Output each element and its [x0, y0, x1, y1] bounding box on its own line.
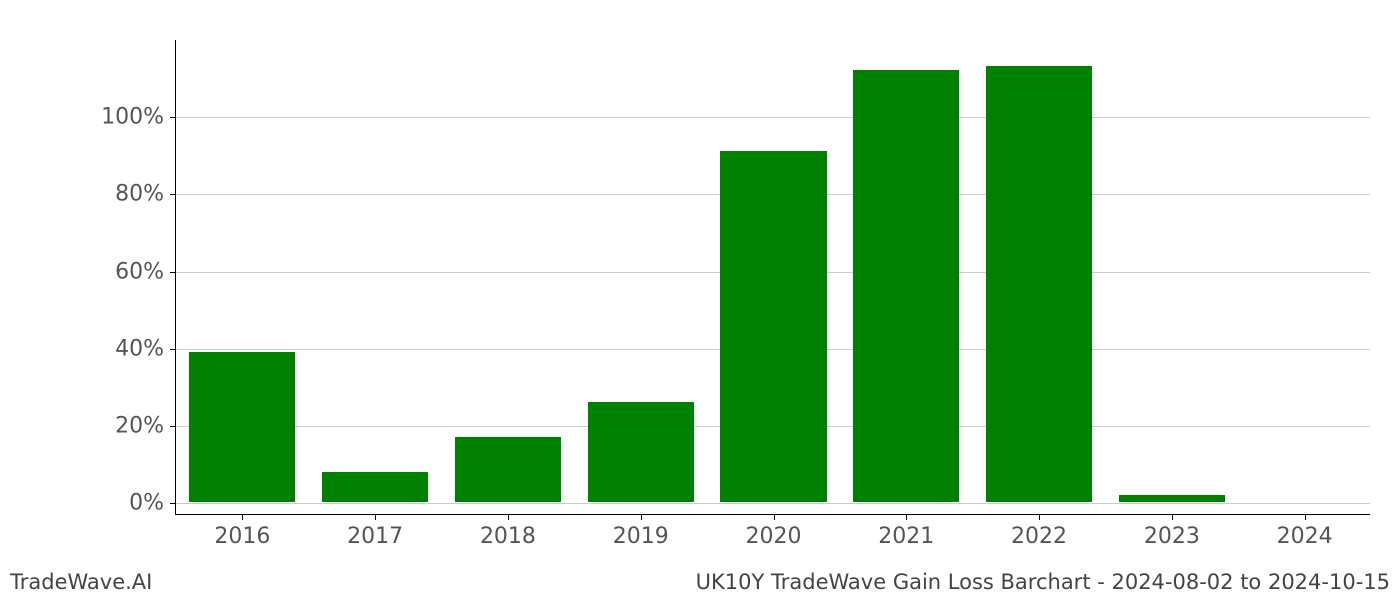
y-tick-mark — [170, 194, 176, 195]
x-tick-mark — [641, 514, 642, 520]
y-tick-mark — [170, 272, 176, 273]
y-gridline — [176, 117, 1370, 118]
plot-area: 0%20%40%60%80%100%2016201720182019202020… — [175, 40, 1370, 515]
bar — [720, 151, 826, 502]
x-tick-mark — [906, 514, 907, 520]
x-tick-label: 2021 — [878, 524, 934, 549]
x-tick-label: 2024 — [1277, 524, 1333, 549]
y-tick-label: 40% — [115, 336, 164, 361]
x-tick-mark — [508, 514, 509, 520]
y-tick-mark — [170, 426, 176, 427]
x-tick-label: 2022 — [1011, 524, 1067, 549]
x-tick-mark — [1039, 514, 1040, 520]
x-tick-mark — [1305, 514, 1306, 520]
bar — [322, 472, 428, 503]
y-tick-label: 60% — [115, 259, 164, 284]
x-tick-label: 2017 — [347, 524, 403, 549]
y-tick-label: 100% — [101, 105, 164, 130]
x-tick-mark — [242, 514, 243, 520]
x-tick-label: 2023 — [1144, 524, 1200, 549]
bar — [455, 437, 561, 503]
bar — [189, 352, 295, 503]
y-tick-mark — [170, 117, 176, 118]
footer-right-text: UK10Y TradeWave Gain Loss Barchart - 202… — [696, 570, 1390, 594]
bar — [588, 402, 694, 502]
y-tick-mark — [170, 349, 176, 350]
y-tick-mark — [170, 503, 176, 504]
bar — [1119, 495, 1225, 503]
x-tick-label: 2019 — [613, 524, 669, 549]
bar — [986, 66, 1092, 502]
chart-canvas: 0% 20% 40% 60% 80% 100% 2016 2017 2018 2019 2020 20… — [0, 0, 1400, 600]
x-tick-mark — [1172, 514, 1173, 520]
y-tick-label: 80% — [115, 182, 164, 207]
x-tick-label: 2020 — [746, 524, 802, 549]
footer-left-text: TradeWave.AI — [10, 570, 152, 594]
y-gridline — [176, 503, 1370, 504]
x-tick-mark — [774, 514, 775, 520]
y-tick-label: 0% — [129, 491, 164, 516]
x-tick-label: 2016 — [214, 524, 270, 549]
y-tick-label: 20% — [115, 414, 164, 439]
bar — [853, 70, 959, 503]
x-tick-label: 2018 — [480, 524, 536, 549]
x-tick-mark — [375, 514, 376, 520]
